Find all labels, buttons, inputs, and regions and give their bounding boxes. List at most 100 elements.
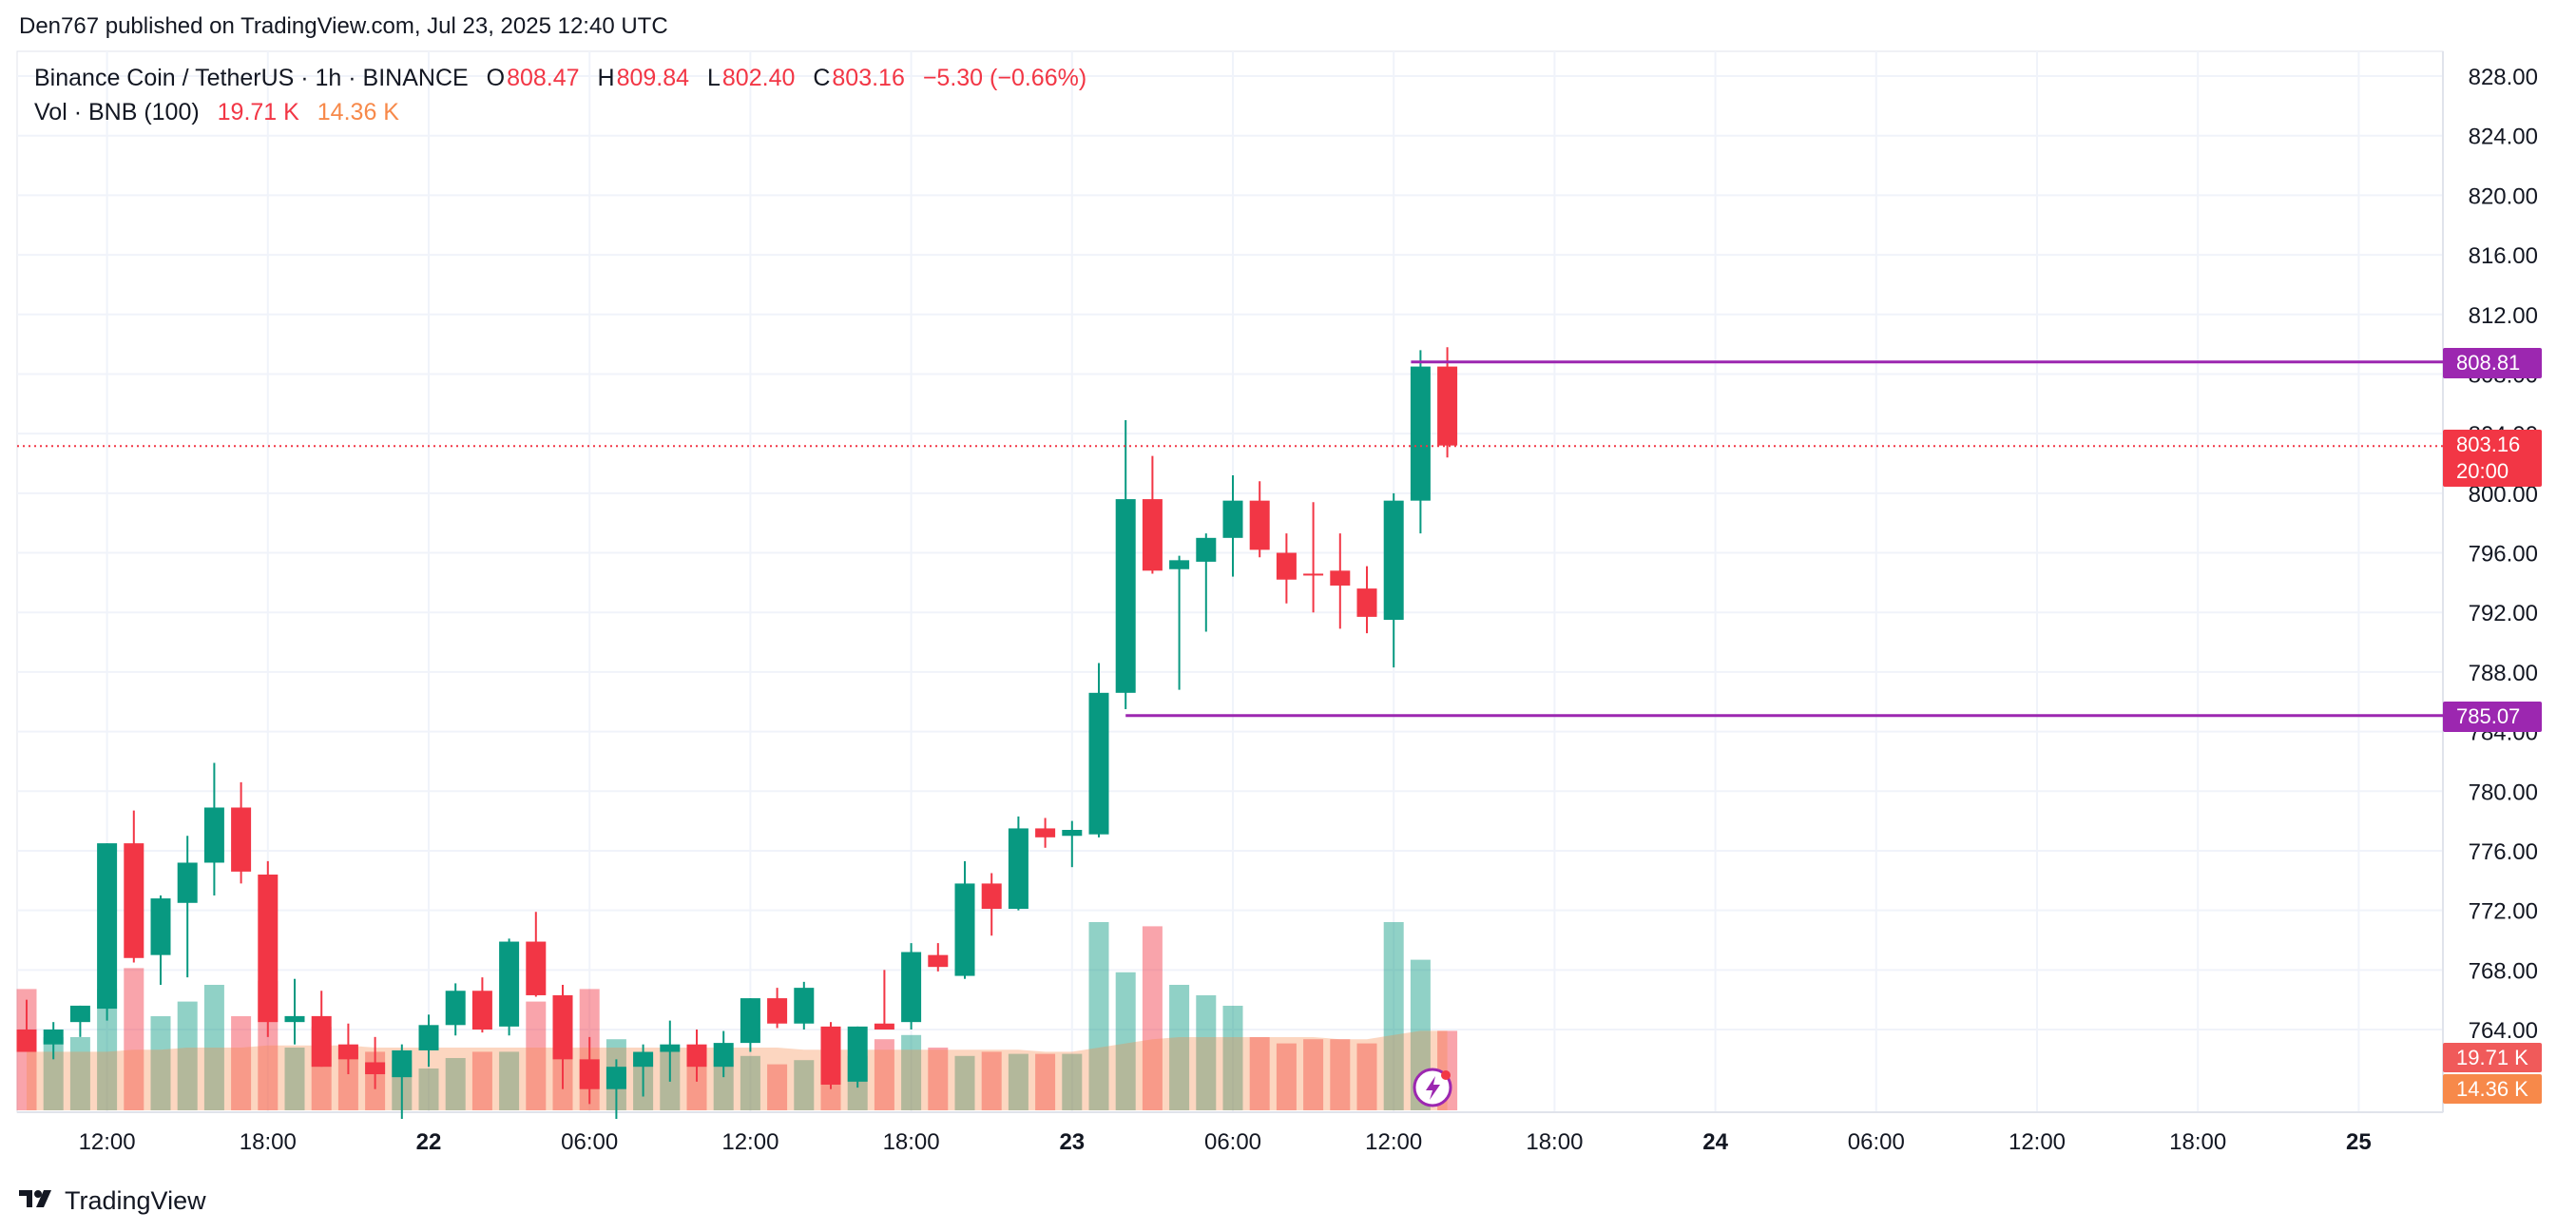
y-tick-label: 820.00 bbox=[2469, 183, 2538, 209]
volume-bar bbox=[1008, 1053, 1028, 1110]
candle-body bbox=[794, 988, 815, 1024]
x-tick-label: 18:00 bbox=[1526, 1129, 1583, 1155]
x-tick-label: 06:00 bbox=[1848, 1129, 1905, 1155]
volume-bar bbox=[1249, 1037, 1270, 1110]
candle-body bbox=[713, 1043, 734, 1068]
volume-bar bbox=[1356, 1043, 1377, 1110]
level-tag-upper-text: 808.81 bbox=[2456, 351, 2521, 375]
volume-bar bbox=[794, 1060, 815, 1110]
candle-body bbox=[1276, 552, 1297, 580]
volume-tag-text: 19.71 K bbox=[2456, 1046, 2528, 1069]
candle-body bbox=[1330, 570, 1351, 586]
candle-body bbox=[552, 994, 573, 1060]
tradingview-brand: TradingView bbox=[65, 1185, 206, 1215]
x-tick-label: 25 bbox=[2346, 1129, 2372, 1155]
candle-body bbox=[847, 1026, 868, 1082]
candle-body bbox=[954, 883, 975, 976]
lightning-bolt-icon bbox=[1426, 1076, 1440, 1100]
x-tick-label: 12:00 bbox=[2009, 1129, 2066, 1155]
volume-bar bbox=[337, 1048, 358, 1110]
candle-body bbox=[1249, 500, 1270, 550]
x-tick-label: 18:00 bbox=[883, 1129, 940, 1155]
x-tick-label: 12:00 bbox=[721, 1129, 779, 1155]
volume-title[interactable]: Vol · BNB (100) bbox=[34, 99, 200, 125]
volume-tag: 19.71 K bbox=[2443, 1043, 2542, 1072]
candle-body bbox=[177, 862, 198, 903]
volume-bar bbox=[1196, 995, 1217, 1110]
candle-body bbox=[97, 843, 118, 1010]
tradingview-footer[interactable]: TradingView bbox=[19, 1182, 206, 1220]
candle-body bbox=[43, 1030, 64, 1045]
candle-body bbox=[1062, 829, 1083, 837]
high-label: H bbox=[597, 65, 615, 91]
candle-body bbox=[1115, 499, 1136, 693]
candle-body bbox=[874, 1023, 894, 1030]
volume-bar bbox=[874, 1039, 894, 1110]
candle-body bbox=[579, 1059, 600, 1089]
y-tick-label: 772.00 bbox=[2469, 899, 2538, 925]
volume-bar bbox=[69, 1037, 90, 1110]
low-value: 802.40 bbox=[721, 65, 796, 91]
candle-body bbox=[1222, 500, 1243, 538]
candle-body bbox=[901, 952, 922, 1023]
volume-bar bbox=[526, 1001, 547, 1110]
candle-body bbox=[981, 883, 1002, 910]
volume-ma-tag-text: 14.36 K bbox=[2456, 1077, 2528, 1101]
volume-bar bbox=[499, 1051, 520, 1110]
y-tick-label: 828.00 bbox=[2469, 65, 2538, 90]
candle-body bbox=[1437, 366, 1458, 446]
candle-body bbox=[767, 998, 788, 1024]
candle-body bbox=[69, 1005, 90, 1023]
candle-body bbox=[740, 998, 760, 1044]
candle-body bbox=[606, 1067, 626, 1089]
x-tick-label: 06:00 bbox=[1204, 1129, 1261, 1155]
candle-body bbox=[526, 941, 547, 995]
candle-body bbox=[1142, 499, 1163, 571]
y-tick-label: 788.00 bbox=[2469, 661, 2538, 686]
candle-body bbox=[1169, 560, 1190, 569]
volume-bar bbox=[981, 1051, 1002, 1110]
y-tick-label: 796.00 bbox=[2469, 542, 2538, 568]
volume-bar bbox=[1330, 1039, 1351, 1110]
symbol-title[interactable]: Binance Coin / TetherUS · 1h · BINANCE bbox=[34, 65, 469, 91]
x-tick-label: 22 bbox=[416, 1129, 442, 1155]
level-tag-upper: 808.81 bbox=[2443, 348, 2542, 378]
x-tick-label: 12:00 bbox=[1365, 1129, 1422, 1155]
x-tick-label: 24 bbox=[1702, 1129, 1728, 1155]
candle-body bbox=[1303, 573, 1324, 576]
volume-bar bbox=[713, 1060, 734, 1110]
level-tag-lower: 785.07 bbox=[2443, 702, 2542, 732]
last-price-countdown: 20:00 bbox=[2456, 459, 2509, 483]
candle-body bbox=[820, 1026, 841, 1085]
close-value: 803.16 bbox=[832, 65, 905, 91]
volume-bar bbox=[954, 1055, 975, 1110]
x-tick-label: 06:00 bbox=[561, 1129, 618, 1155]
candle-body bbox=[150, 898, 171, 955]
volume-bar bbox=[471, 1051, 492, 1110]
candle-body bbox=[686, 1044, 707, 1068]
high-value: 809.84 bbox=[616, 65, 690, 91]
ohlc-legend: Binance Coin / TetherUS · 1h · BINANCE O… bbox=[34, 65, 1086, 92]
volume-bar bbox=[928, 1048, 949, 1110]
volume-bar bbox=[284, 1048, 305, 1110]
y-tick-label: 768.00 bbox=[2469, 958, 2538, 984]
candle-body bbox=[1196, 537, 1217, 562]
volume-bar bbox=[1035, 1053, 1056, 1110]
candle-body bbox=[16, 1030, 37, 1052]
candle-body bbox=[365, 1062, 386, 1075]
candle-body bbox=[203, 807, 224, 863]
y-tick-label: 824.00 bbox=[2469, 125, 2538, 150]
y-tick-label: 780.00 bbox=[2469, 780, 2538, 805]
volume-bar bbox=[445, 1058, 466, 1110]
volume-bar bbox=[1088, 922, 1109, 1110]
volume-bar bbox=[1222, 1006, 1243, 1110]
open-value: 808.47 bbox=[507, 65, 580, 91]
close-label: C bbox=[813, 65, 831, 91]
y-tick-label: 764.00 bbox=[2469, 1018, 2538, 1044]
volume-legend: Vol · BNB (100) 19.71 K 14.36 K bbox=[34, 99, 399, 126]
candle-body bbox=[124, 843, 144, 958]
volume-bar bbox=[150, 1016, 171, 1110]
volume-bar bbox=[1383, 922, 1404, 1110]
y-tick-label: 816.00 bbox=[2469, 243, 2538, 269]
